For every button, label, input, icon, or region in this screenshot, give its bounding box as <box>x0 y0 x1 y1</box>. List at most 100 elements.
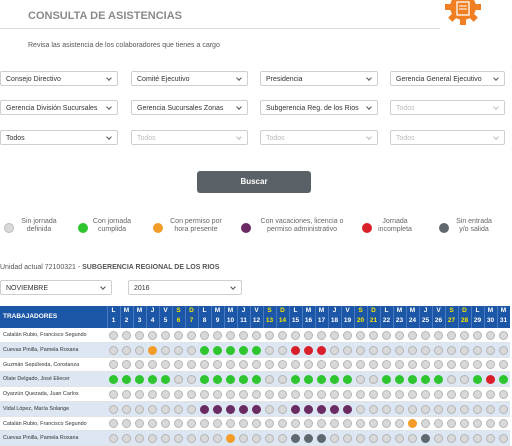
status-dot <box>304 389 313 399</box>
status-dot <box>447 404 456 414</box>
filter-select[interactable]: Gerencia Sucursales Zonas <box>131 100 248 115</box>
filter-select[interactable]: Todos <box>131 130 248 145</box>
filter-select[interactable]: Gerencia División Sucursales <box>0 100 118 115</box>
status-dot <box>278 345 287 355</box>
day-label: 23 <box>395 317 404 324</box>
status-dot <box>200 419 209 429</box>
weekday-label: J <box>423 307 428 314</box>
status-dot <box>109 360 118 370</box>
status-dot <box>252 360 261 370</box>
legend-label: Sin jornada definida <box>16 218 62 234</box>
status-dot <box>447 360 456 370</box>
day-label: 5 <box>163 317 168 324</box>
day-divider <box>497 306 498 328</box>
status-dot <box>499 375 508 385</box>
day-divider <box>263 306 264 328</box>
status-dot <box>148 375 157 385</box>
day-divider <box>198 306 199 328</box>
status-dot <box>499 404 508 414</box>
status-dot <box>213 389 222 399</box>
status-dot <box>304 345 313 355</box>
day-divider <box>302 306 303 328</box>
day-divider <box>367 306 368 328</box>
status-dot <box>213 345 222 355</box>
day-divider <box>133 306 134 328</box>
status-dot <box>356 404 365 414</box>
status-dot <box>343 345 352 355</box>
day-divider <box>380 306 381 328</box>
status-dot <box>408 330 417 340</box>
status-dot <box>317 419 326 429</box>
filter-select[interactable]: Todos <box>390 130 505 145</box>
status-dot <box>434 375 443 385</box>
status-dot <box>356 345 365 355</box>
weekday-label: M <box>136 307 143 314</box>
status-dot <box>434 330 443 340</box>
status-dot <box>213 419 222 429</box>
status-dot <box>200 404 209 414</box>
status-dot <box>447 419 456 429</box>
day-divider <box>276 306 277 328</box>
day-divider <box>406 306 407 328</box>
status-dot <box>408 360 417 370</box>
day-label: 27 <box>447 317 456 324</box>
day-label: 26 <box>434 317 443 324</box>
status-dot <box>408 389 417 399</box>
status-dot <box>421 404 430 414</box>
day-divider <box>393 306 394 328</box>
status-dot <box>174 389 183 399</box>
filter-select[interactable]: Todos <box>260 130 378 145</box>
status-dot <box>395 434 404 444</box>
day-divider <box>471 306 472 328</box>
filter-select[interactable]: Consejo Directivo <box>0 71 118 86</box>
filter-select[interactable]: Comité Ejecutivo <box>131 71 248 86</box>
status-dot <box>317 375 326 385</box>
weekday-label: M <box>305 307 312 314</box>
legend-swatch <box>4 223 14 233</box>
filter-select[interactable]: Gerencia General Ejecutivo <box>390 71 505 86</box>
status-dot <box>174 434 183 444</box>
status-dot <box>265 404 274 414</box>
day-label: 17 <box>317 317 326 324</box>
status-dot <box>226 389 235 399</box>
status-dot <box>135 375 144 385</box>
search-button[interactable]: Buscar <box>197 171 311 193</box>
status-dot <box>174 375 183 385</box>
filter-select[interactable]: Todos <box>0 130 118 145</box>
filter-select[interactable]: Todos <box>390 100 505 115</box>
status-dot <box>447 434 456 444</box>
worker-name: Catalán Rubio, Francisco Segundo <box>3 332 87 338</box>
legend-line: hora presente <box>174 226 218 233</box>
weekday-label: M <box>500 307 507 314</box>
status-dot <box>174 360 183 370</box>
legend-swatch <box>78 223 88 233</box>
status-dot <box>252 345 261 355</box>
status-dot <box>213 375 222 385</box>
status-dot <box>395 404 404 414</box>
weekday-label: V <box>163 307 168 314</box>
weekday-label: D <box>189 307 194 314</box>
day-label: 28 <box>460 317 469 324</box>
status-dot <box>317 330 326 340</box>
year-select[interactable]: 2016 <box>128 280 242 295</box>
filter-select[interactable]: Subgerencia Reg. de los Rios <box>260 100 378 115</box>
status-dot <box>486 375 495 385</box>
status-dot <box>330 345 339 355</box>
filter-select[interactable]: Presidencia <box>260 71 378 86</box>
month-select[interactable]: NOVIEMBRE <box>0 280 112 295</box>
weekday-label: V <box>436 307 441 314</box>
status-dot <box>304 375 313 385</box>
status-dot <box>252 434 261 444</box>
status-dot <box>148 434 157 444</box>
weekday-label: L <box>293 307 298 314</box>
status-dot <box>304 360 313 370</box>
status-dot <box>213 330 222 340</box>
day-divider <box>146 306 147 328</box>
status-dot <box>291 434 300 444</box>
status-dot <box>278 375 287 385</box>
day-divider <box>484 306 485 328</box>
status-dot <box>356 419 365 429</box>
weekday-label: L <box>384 307 389 314</box>
status-dot <box>252 389 261 399</box>
status-dot <box>161 404 170 414</box>
